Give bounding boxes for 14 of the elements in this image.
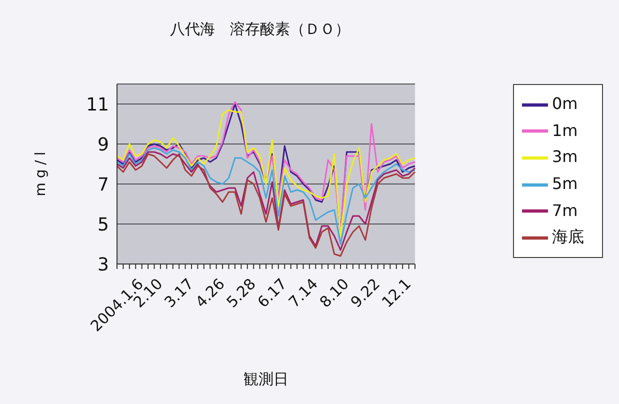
legend-label: 海底 bbox=[552, 227, 584, 246]
x-axis-title: 観測日 bbox=[244, 370, 288, 388]
y-tick-label: 9 bbox=[98, 134, 109, 156]
y-tick-label: 7 bbox=[98, 174, 109, 196]
y-tick-label: 11 bbox=[86, 94, 109, 116]
legend-label: 7m bbox=[552, 200, 578, 220]
y-axis-title: m g / l bbox=[32, 152, 49, 196]
legend-label: 3m bbox=[552, 147, 578, 166]
legend-label: 5m bbox=[552, 174, 578, 193]
legend-label: 1m bbox=[552, 120, 578, 140]
y-tick-label: 5 bbox=[98, 214, 109, 236]
legend-label: 0m bbox=[552, 94, 578, 113]
y-tick-label: 3 bbox=[98, 254, 109, 276]
chart-title: 八代海 溶存酸素（ＤＯ） bbox=[169, 20, 351, 39]
